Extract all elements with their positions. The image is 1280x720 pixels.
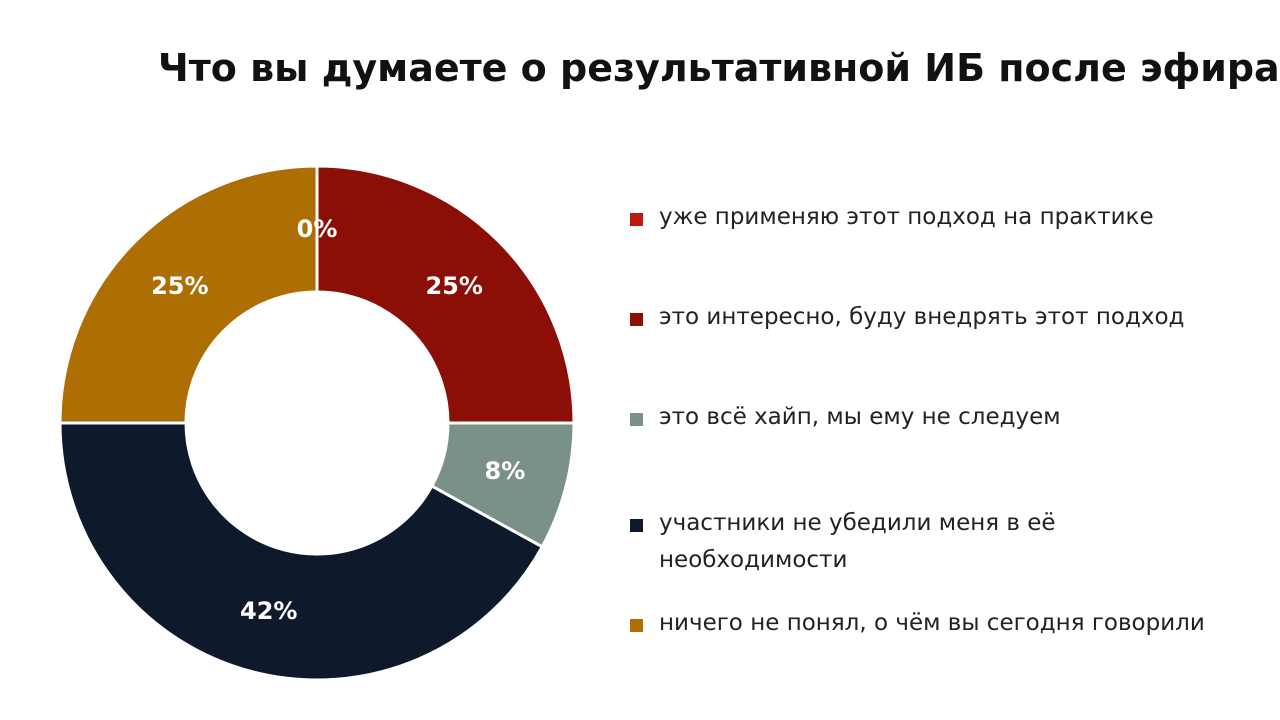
chart-title: Что вы думаете о результативной ИБ после…: [158, 46, 1280, 90]
donut-slices: [58, 164, 576, 682]
legend-item: это интересно, буду внедрять этот подход: [630, 304, 1184, 336]
legend-item: ничего не понял, о чём вы сегодня говори…: [630, 610, 1205, 642]
legend-item: это всё хайп, мы ему не следуем: [630, 404, 1061, 436]
legend-label: это интересно, буду внедрять этот подход: [659, 304, 1185, 330]
legend-label: уже применяю этот подход на практике: [659, 204, 1154, 230]
legend-swatch: [630, 313, 643, 326]
legend-label: участники не убедили меня в её необходим…: [659, 510, 1056, 573]
data-label: 25%: [425, 272, 482, 300]
data-label: 25%: [151, 272, 208, 300]
donut-slice: [58, 421, 545, 682]
donut-slice: [315, 164, 576, 425]
legend-label: ничего не понял, о чём вы сегодня говори…: [659, 610, 1205, 636]
legend-item: уже применяю этот подход на практике: [630, 204, 1154, 236]
legend-label: это всё хайп, мы ему не следуем: [659, 404, 1061, 430]
legend-swatch: [630, 413, 643, 426]
data-label: 8%: [485, 457, 526, 485]
donut-chart: 0% 25% 8% 42% 25%: [58, 164, 576, 682]
data-label: 42%: [240, 597, 297, 625]
legend-swatch: [630, 213, 643, 226]
legend-item: участники не убедили меня в её необходим…: [630, 510, 1056, 579]
donut-data-labels: 0% 25% 8% 42% 25%: [151, 215, 525, 625]
donut-slice: [58, 164, 319, 425]
data-label: 0%: [297, 215, 338, 243]
legend-swatch: [630, 619, 643, 632]
legend-swatch: [630, 519, 643, 532]
